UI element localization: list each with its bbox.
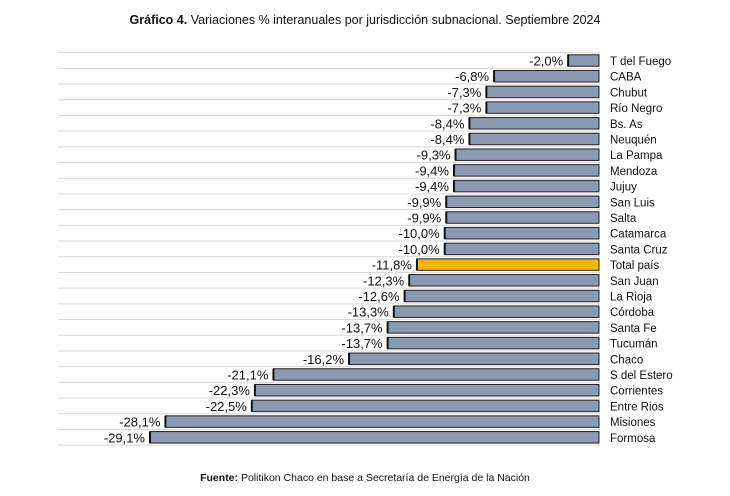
data-label: -9,9% — [407, 211, 441, 226]
data-label: -6,8% — [455, 69, 489, 84]
bar — [453, 179, 600, 193]
data-label: -8,4% — [430, 132, 464, 147]
source-note: Fuente: Politikon Chaco en base a Secret… — [0, 472, 730, 484]
title-text: Variaciones % interanuales por jurisdicc… — [190, 13, 601, 27]
data-label: -13,7% — [341, 320, 383, 335]
bar — [408, 274, 600, 287]
data-label: -16,2% — [303, 352, 345, 367]
data-label: -21,1% — [227, 368, 269, 383]
data-label: -28,1% — [119, 415, 161, 430]
category-label: Corrientes — [610, 386, 663, 398]
bar — [455, 148, 600, 161]
bar — [387, 321, 600, 334]
data-label: -7,3% — [447, 101, 481, 116]
category-label: Formosa — [610, 433, 656, 445]
category-label: Entre Rios — [610, 401, 664, 413]
data-label: -9,3% — [417, 148, 451, 163]
category-label: Córdoba — [610, 307, 655, 319]
category-label: Bs. As — [610, 119, 643, 131]
bar — [254, 383, 600, 397]
data-label: -13,7% — [341, 336, 383, 351]
category-label: Tucumán — [610, 339, 658, 351]
category-label: Catamarca — [610, 229, 667, 241]
bar — [404, 289, 600, 303]
category-label: San Juan — [610, 276, 659, 288]
bar — [493, 69, 600, 83]
bar — [149, 431, 600, 444]
category-label: T del Fuego — [610, 56, 671, 68]
bar — [485, 101, 600, 114]
category-label: Jujuy — [610, 182, 637, 194]
title-prefix: Gráfico 4. — [129, 13, 188, 27]
bar — [164, 415, 600, 428]
data-label: -10,0% — [399, 226, 441, 241]
bar — [348, 352, 600, 366]
category-label: Misiones — [610, 417, 656, 429]
bar — [445, 195, 600, 209]
bar — [468, 132, 600, 146]
category-label: Mendoza — [610, 166, 658, 178]
data-label: -9,4% — [415, 179, 449, 194]
category-label: Santa Fe — [610, 323, 657, 335]
category-label: Chubut — [610, 87, 648, 99]
source-prefix: Fuente: — [200, 472, 239, 484]
data-label: -7,3% — [447, 85, 481, 100]
category-label: La Rioja — [610, 292, 653, 304]
bar — [468, 117, 600, 130]
bar — [567, 54, 600, 67]
data-label: -8,4% — [430, 116, 464, 131]
category-label: Total país — [610, 260, 659, 272]
data-label: -11,8% — [372, 258, 413, 273]
category-label: S del Estero — [610, 370, 673, 382]
bar — [444, 226, 600, 240]
bar — [485, 85, 600, 99]
bar — [272, 368, 600, 381]
data-label: -12,6% — [358, 289, 400, 304]
bar — [445, 211, 600, 224]
data-label: -2,0% — [529, 54, 563, 69]
bar — [251, 399, 600, 413]
category-label: Neuquén — [610, 135, 657, 147]
bar — [393, 305, 600, 318]
bar — [416, 258, 600, 271]
data-label: -29,1% — [104, 430, 146, 445]
data-label: -22,5% — [206, 399, 248, 414]
data-label: -13,3% — [348, 305, 390, 320]
category-label: San Luis — [610, 197, 655, 209]
data-label: -10,0% — [399, 242, 441, 257]
category-label: CABA — [610, 72, 642, 84]
data-label: -9,9% — [407, 195, 441, 210]
bar — [387, 336, 600, 350]
category-label: Chaco — [610, 354, 643, 366]
category-label: Santa Cruz — [610, 244, 668, 256]
data-label: -22,3% — [209, 383, 251, 398]
bar — [453, 164, 600, 177]
chart-title: Gráfico 4. Variaciones % interanuales po… — [0, 13, 730, 27]
data-label: -9,4% — [415, 163, 449, 178]
category-label: Salta — [610, 213, 637, 225]
category-label: La Pampa — [610, 150, 663, 162]
bar — [444, 242, 600, 256]
data-label: -12,3% — [363, 273, 405, 288]
source-text: Politikon Chaco en base a Secretaría de … — [240, 472, 530, 484]
category-label: Río Negro — [610, 103, 662, 115]
